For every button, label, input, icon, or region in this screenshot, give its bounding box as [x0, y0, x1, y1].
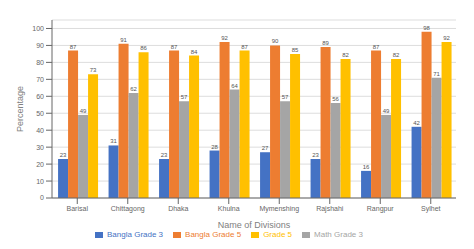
svg-text:92: 92	[443, 35, 450, 41]
svg-text:87: 87	[171, 44, 178, 50]
svg-text:Name of Divisions: Name of Divisions	[218, 220, 291, 230]
svg-text:Percentage: Percentage	[15, 86, 25, 132]
svg-text:50: 50	[36, 110, 44, 117]
svg-text:84: 84	[191, 49, 198, 55]
svg-text:90: 90	[36, 42, 44, 49]
svg-text:Dhaka: Dhaka	[168, 205, 188, 212]
svg-text:92: 92	[221, 35, 228, 41]
svg-text:82: 82	[342, 52, 349, 58]
svg-text:87: 87	[70, 44, 77, 50]
svg-text:23: 23	[161, 152, 168, 158]
svg-text:Chittagong: Chittagong	[111, 205, 145, 213]
html-text:Grade 5: Grade 5	[263, 230, 292, 239]
svg-text:Mymenshing: Mymenshing	[259, 205, 299, 213]
svg-text:49: 49	[80, 108, 87, 114]
svg-text:Khulna: Khulna	[218, 205, 240, 212]
svg-text:23: 23	[312, 152, 319, 158]
svg-text:28: 28	[211, 144, 218, 150]
svg-text:64: 64	[231, 83, 238, 89]
svg-text:71: 71	[433, 71, 440, 77]
svg-text:60: 60	[36, 93, 44, 100]
svg-text:Rajshahi: Rajshahi	[316, 205, 344, 213]
svg-text:23: 23	[60, 152, 67, 158]
svg-text:70: 70	[36, 76, 44, 83]
svg-text:16: 16	[363, 164, 370, 170]
svg-text:62: 62	[130, 86, 137, 92]
svg-text:Barisal: Barisal	[67, 205, 89, 212]
svg-text:20: 20	[36, 161, 44, 168]
svg-text:89: 89	[322, 40, 329, 46]
svg-text:80: 80	[36, 59, 44, 66]
svg-text:40: 40	[36, 127, 44, 134]
svg-text:98: 98	[423, 25, 430, 31]
html-text:Math Grade 3: Math Grade 3	[314, 230, 363, 239]
svg-text:87: 87	[373, 44, 380, 50]
svg-text:30: 30	[36, 144, 44, 151]
svg-text:27: 27	[262, 145, 269, 151]
svg-text:57: 57	[282, 94, 289, 100]
svg-text:100: 100	[32, 25, 44, 32]
svg-text:73: 73	[90, 67, 97, 73]
svg-text:90: 90	[272, 38, 279, 44]
svg-text:82: 82	[393, 52, 400, 58]
html-text:Bangla Grade 5: Bangla Grade 5	[185, 230, 242, 239]
svg-text:91: 91	[120, 37, 127, 43]
svg-text:49: 49	[383, 108, 390, 114]
svg-text:Rangpur: Rangpur	[367, 205, 395, 213]
svg-text:0: 0	[40, 194, 44, 201]
svg-text:87: 87	[241, 44, 248, 50]
svg-text:Sylhet: Sylhet	[421, 205, 441, 213]
svg-text:31: 31	[110, 138, 117, 144]
svg-text:42: 42	[413, 120, 420, 126]
svg-text:10: 10	[36, 178, 44, 185]
svg-text:85: 85	[292, 47, 299, 53]
svg-text:57: 57	[181, 94, 188, 100]
html-text:Bangla Grade 3: Bangla Grade 3	[107, 230, 164, 239]
svg-text:56: 56	[332, 96, 339, 102]
svg-text:86: 86	[140, 45, 147, 51]
